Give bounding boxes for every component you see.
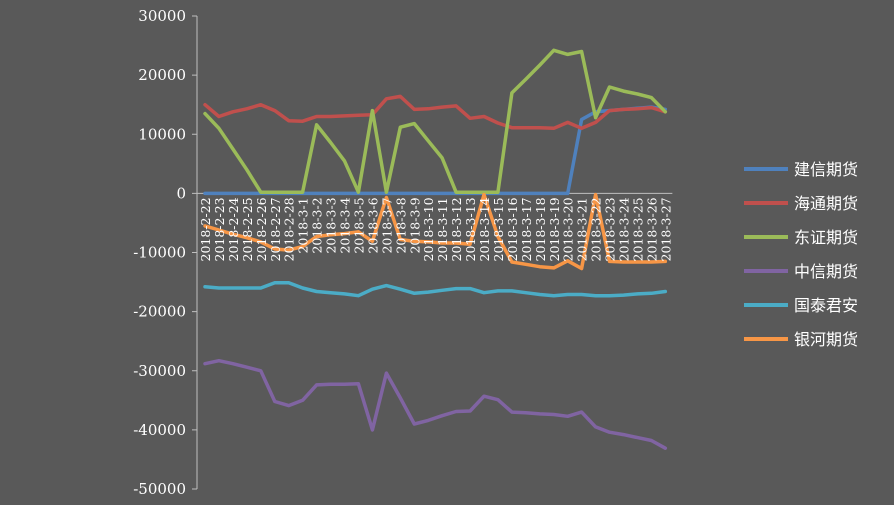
x-tick-label: 2018-2-24 — [226, 197, 241, 261]
x-tick-label: 2018-3-15 — [491, 197, 506, 261]
x-tick-label: 2018-3-19 — [547, 197, 562, 261]
x-tick-label: 2018-2-25 — [240, 197, 255, 261]
x-tick-label: 2018-2-27 — [268, 197, 283, 261]
y-tick-label: -50000 — [133, 480, 186, 498]
x-tick-labels: 2018-2-222018-2-232018-2-242018-2-252018… — [198, 197, 673, 261]
y-tick-label: -30000 — [133, 362, 186, 380]
x-tick-label: 2018-2-26 — [254, 197, 269, 261]
x-tick-label: 2018-3-24 — [617, 197, 632, 261]
y-tick-label: -10000 — [133, 244, 186, 262]
x-tick-label: 2018-3-2 — [310, 197, 325, 253]
y-tick-label: 10000 — [138, 125, 186, 143]
y-tick-label: -40000 — [133, 421, 186, 439]
x-tick-label: 2018-3-12 — [449, 197, 464, 261]
series-line — [203, 94, 668, 131]
x-tick-label: 2018-3-9 — [407, 197, 422, 253]
x-tick-label: 2018-2-28 — [282, 197, 297, 261]
x-tick-label: 2018-3-16 — [505, 197, 520, 261]
x-tick-label: 2018-3-27 — [658, 197, 673, 261]
x-tick-label: 2018-3-14 — [477, 197, 492, 261]
x-tick-label: 2018-3-11 — [435, 197, 450, 261]
x-tick-label: 2018-3-13 — [463, 197, 478, 261]
x-tick-label: 2018-3-10 — [421, 197, 436, 261]
series-line — [203, 358, 668, 450]
x-tick-label: 2018-3-17 — [519, 197, 534, 261]
x-tick-label: 2018-3-8 — [393, 197, 408, 253]
legend-label: 东证期货 — [794, 228, 858, 247]
x-tick-label: 2018-3-25 — [630, 197, 645, 261]
x-tick-label: 2018-3-20 — [561, 197, 576, 261]
legend-label: 银河期货 — [794, 330, 858, 349]
x-tick-label: 2018-3-22 — [589, 197, 604, 261]
y-tick-label: -20000 — [133, 303, 186, 321]
series-line — [203, 48, 668, 194]
y-tick-label: 20000 — [138, 66, 186, 84]
x-tick-label: 2018-3-3 — [324, 197, 339, 253]
x-tick-label: 2018-3-6 — [365, 197, 380, 253]
series-line — [203, 280, 668, 298]
x-tick-label: 2018-2-23 — [212, 197, 227, 261]
series-lines — [203, 48, 668, 450]
x-tick-label: 2018-3-4 — [338, 197, 353, 253]
x-tick-label: 2018-3-5 — [351, 197, 366, 253]
x-tick-label: 2018-3-1 — [296, 197, 311, 253]
x-tick-label: 2018-2-22 — [198, 197, 213, 261]
x-tick-label: 2018-3-21 — [575, 197, 590, 261]
x-tick-label: 2018-3-23 — [603, 197, 618, 261]
series-line — [203, 192, 668, 271]
legend-label: 建信期货 — [794, 160, 858, 179]
y-tick-label: 0 — [176, 184, 186, 202]
y-tick-label: 30000 — [138, 7, 186, 25]
y-tick-labels: 30000 20000 10000 0 -10000 -20000 -30000 -40000… — [133, 7, 197, 498]
legend-label: 中信期货 — [794, 262, 858, 281]
legend-label: 海通期货 — [794, 194, 858, 213]
x-tick-label: 2018-3-18 — [533, 197, 548, 261]
legend-label: 国泰君安 — [794, 296, 858, 315]
x-tick-label: 2018-3-7 — [379, 197, 394, 253]
x-tick-label: 2018-3-26 — [644, 197, 659, 261]
